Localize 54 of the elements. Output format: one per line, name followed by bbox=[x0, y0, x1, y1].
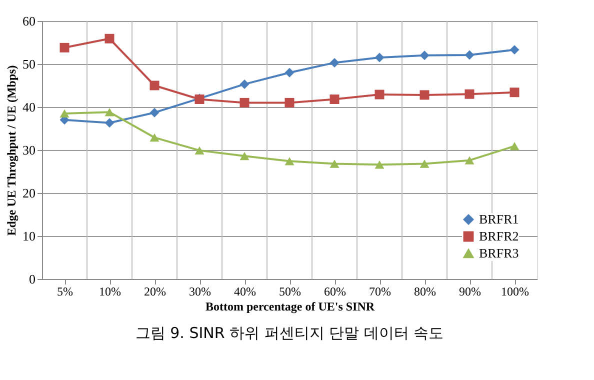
x-tick-label: 20% bbox=[144, 284, 166, 298]
point bbox=[194, 146, 204, 155]
point bbox=[240, 98, 250, 108]
point bbox=[420, 90, 430, 100]
x-tick-label: 50% bbox=[279, 284, 301, 298]
y-tick-label: 0 bbox=[29, 272, 36, 286]
x-tick-label: 30% bbox=[189, 284, 211, 298]
x-tick-label: 90% bbox=[459, 284, 481, 298]
x-tick-label: 5% bbox=[57, 284, 73, 298]
y-tick-label: 20 bbox=[22, 186, 36, 200]
x-tick-label: 100% bbox=[501, 284, 529, 298]
x-tick-label: 40% bbox=[234, 284, 256, 298]
point bbox=[150, 108, 160, 118]
caption: 그림 9. SINR 하위 퍼센티지 단말 데이터 속도 bbox=[135, 324, 444, 342]
x-tick-label: 80% bbox=[414, 284, 436, 298]
point bbox=[330, 94, 340, 104]
legend-label: BRFR2 bbox=[479, 228, 519, 244]
point bbox=[510, 88, 520, 98]
y-tick-label: 10 bbox=[22, 228, 36, 244]
point bbox=[60, 42, 70, 52]
point bbox=[60, 109, 70, 118]
y-axis-title: Edge UE Throghput / UE (Mbps) bbox=[4, 65, 18, 236]
point bbox=[510, 142, 520, 150]
point bbox=[284, 68, 294, 78]
point bbox=[150, 80, 160, 90]
point bbox=[240, 79, 250, 89]
point bbox=[284, 98, 294, 108]
point bbox=[104, 118, 114, 128]
legend-label: BRFR1 bbox=[479, 212, 519, 226]
point bbox=[420, 50, 430, 60]
point bbox=[330, 58, 340, 68]
point bbox=[150, 133, 160, 142]
legend-label: BRFR3 bbox=[479, 246, 519, 260]
point bbox=[510, 45, 520, 55]
y-tick-label: 30 bbox=[22, 142, 36, 158]
point bbox=[284, 157, 294, 166]
x-tick-label: 60% bbox=[324, 284, 346, 298]
point bbox=[420, 160, 430, 168]
point bbox=[464, 89, 474, 99]
point bbox=[240, 152, 250, 160]
x-axis-title: Bottom percentage of UE's SINR bbox=[205, 300, 375, 314]
point bbox=[104, 34, 114, 44]
point bbox=[104, 108, 114, 116]
y-tick-label: 40 bbox=[22, 100, 36, 114]
x-tick-label: 70% bbox=[369, 284, 391, 298]
y-tick-label: 60 bbox=[22, 14, 36, 28]
x-tick-label: 10% bbox=[99, 284, 121, 298]
point bbox=[374, 90, 384, 100]
point bbox=[464, 156, 474, 164]
point bbox=[330, 160, 340, 168]
point bbox=[374, 52, 384, 62]
point bbox=[464, 50, 474, 60]
point bbox=[374, 160, 384, 169]
y-tick-label: 50 bbox=[22, 56, 36, 72]
